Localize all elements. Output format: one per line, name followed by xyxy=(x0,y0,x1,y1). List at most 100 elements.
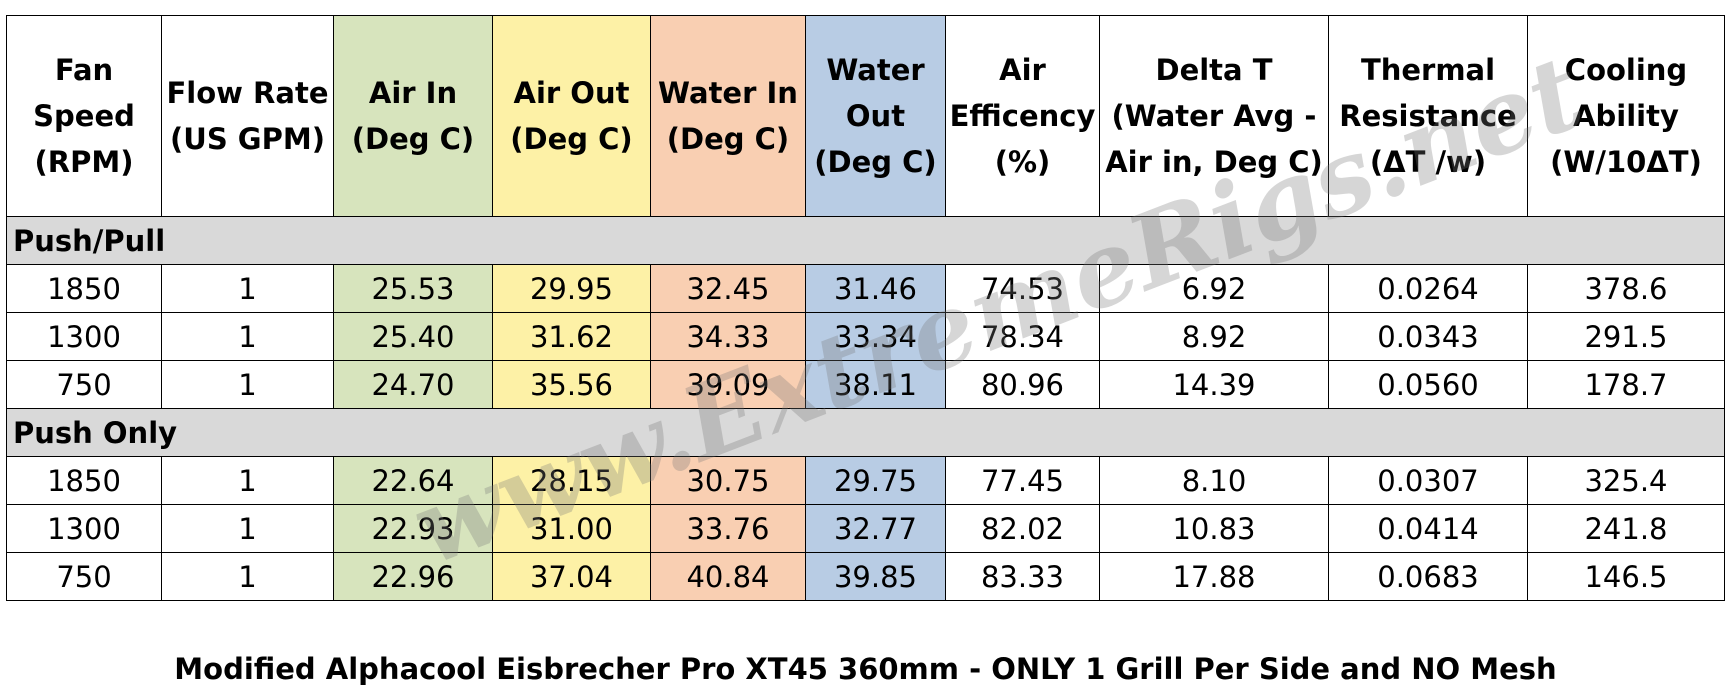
table-cell: 750 xyxy=(6,552,162,601)
table-row: 1300 1 25.40 31.62 34.33 33.34 78.34 8.92 0.0343… xyxy=(6,312,1725,361)
table-cell: 39.09 xyxy=(650,360,806,409)
column-header-line: (%) xyxy=(994,145,1051,179)
table-cell: 325.4 xyxy=(1527,456,1725,505)
table-cell: 10.83 xyxy=(1099,504,1329,553)
table-cell: 40.84 xyxy=(650,552,806,601)
table-cell: 0.0264 xyxy=(1328,264,1528,313)
results-table: Fan Speed (RPM) Flow Rate (US GPM) Air In (Deg… xyxy=(6,15,1725,601)
table-cell: 1850 xyxy=(6,456,162,505)
section-label: Push Only xyxy=(6,408,1725,457)
table-cell: 0.0307 xyxy=(1328,456,1528,505)
column-header-line: (Water Avg - xyxy=(1111,99,1317,133)
table-row: 1850 1 22.64 28.15 30.75 29.75 77.45 8.10 0.0307… xyxy=(6,456,1725,505)
table-cell: 29.75 xyxy=(805,456,946,505)
column-header-line: Air In xyxy=(368,76,458,110)
section-label: Push/Pull xyxy=(6,216,1725,265)
table-cell: 1 xyxy=(161,456,334,505)
table-cell: 750 xyxy=(6,360,162,409)
table-cell: 0.0683 xyxy=(1328,552,1528,601)
table-cell: 31.00 xyxy=(492,504,651,553)
column-header: Delta T (Water Avg - Air in, Deg C) xyxy=(1099,15,1329,217)
column-header: Thermal Resistance (ΔT /w) xyxy=(1328,15,1528,217)
column-header-line: (US GPM) xyxy=(170,122,325,156)
column-header: Fan Speed (RPM) xyxy=(6,15,162,217)
table-cell: 1 xyxy=(161,360,334,409)
column-header: Cooling Ability (W/10ΔT) xyxy=(1527,15,1725,217)
table-row: 1300 1 22.93 31.00 33.76 32.77 82.02 10.83 0.041… xyxy=(6,504,1725,553)
column-header-line: Thermal xyxy=(1360,53,1496,87)
table-cell: 22.93 xyxy=(333,504,493,553)
table-cell: 1850 xyxy=(6,264,162,313)
table-cell: 1 xyxy=(161,264,334,313)
table-cell: 32.77 xyxy=(805,504,946,553)
column-header-line: Delta T xyxy=(1155,53,1273,87)
table-cell: 74.53 xyxy=(945,264,1100,313)
table-cell: 83.33 xyxy=(945,552,1100,601)
column-header-line: (W/10ΔT) xyxy=(1550,145,1702,179)
column-header-line: (Deg C) xyxy=(666,122,790,156)
column-header-line: Water In xyxy=(658,76,798,110)
table-cell: 31.62 xyxy=(492,312,651,361)
table-cell: 8.92 xyxy=(1099,312,1329,361)
column-header-line: Water xyxy=(826,53,925,87)
table-cell: 30.75 xyxy=(650,456,806,505)
table-cell: 178.7 xyxy=(1527,360,1725,409)
table-cell: 35.56 xyxy=(492,360,651,409)
column-header-line: Ability xyxy=(1573,99,1679,133)
table-cell: 25.53 xyxy=(333,264,493,313)
table-cell: 0.0560 xyxy=(1328,360,1528,409)
table-cell: 1 xyxy=(161,312,334,361)
table-caption: Modified Alphacool Eisbrecher Pro XT45 3… xyxy=(174,652,1557,686)
table-cell: 291.5 xyxy=(1527,312,1725,361)
table-cell: 1 xyxy=(161,552,334,601)
column-header-line: (Deg C) xyxy=(814,145,937,179)
table-cell: 33.76 xyxy=(650,504,806,553)
column-header-line: Air Out xyxy=(513,76,630,110)
table-cell: 82.02 xyxy=(945,504,1100,553)
table-cell: 6.92 xyxy=(1099,264,1329,313)
table-row: 750 1 24.70 35.56 39.09 38.11 80.96 14.39 0.0560… xyxy=(6,360,1725,409)
table-cell: 22.64 xyxy=(333,456,493,505)
column-header-line: (Deg C) xyxy=(510,122,633,156)
column-header: Water Out (Deg C) xyxy=(805,15,946,217)
table-cell: 0.0343 xyxy=(1328,312,1528,361)
section-row: Push Only xyxy=(6,408,1725,457)
table-cell: 29.95 xyxy=(492,264,651,313)
table-cell: 241.8 xyxy=(1527,504,1725,553)
table-cell: 0.0414 xyxy=(1328,504,1528,553)
column-header: Air Out (Deg C) xyxy=(492,15,651,217)
column-header: Flow Rate (US GPM) xyxy=(161,15,334,217)
column-header-line: (ΔT /w) xyxy=(1369,145,1487,179)
table-cell: 80.96 xyxy=(945,360,1100,409)
table-cell: 37.04 xyxy=(492,552,651,601)
table-cell: 22.96 xyxy=(333,552,493,601)
table-cell: 32.45 xyxy=(650,264,806,313)
table-cell: 1300 xyxy=(6,504,162,553)
table-cell: 24.70 xyxy=(333,360,493,409)
table-cell: 38.11 xyxy=(805,360,946,409)
table-cell: 1 xyxy=(161,504,334,553)
table-row: 750 1 22.96 37.04 40.84 39.85 83.33 17.88 0.0683… xyxy=(6,552,1725,601)
table-cell: 25.40 xyxy=(333,312,493,361)
table-cell: 77.45 xyxy=(945,456,1100,505)
column-header-line: Out xyxy=(845,99,906,133)
table-cell: 28.15 xyxy=(492,456,651,505)
table-cell: 8.10 xyxy=(1099,456,1329,505)
table-cell: 14.39 xyxy=(1099,360,1329,409)
table-cell: 146.5 xyxy=(1527,552,1725,601)
table-cell: 34.33 xyxy=(650,312,806,361)
column-header: Air In (Deg C) xyxy=(333,15,493,217)
column-header-line: Resistance xyxy=(1339,99,1517,133)
column-header-line: Fan xyxy=(54,53,114,87)
table-cell: 378.6 xyxy=(1527,264,1725,313)
table-cell: 78.34 xyxy=(945,312,1100,361)
column-header-line: Cooling xyxy=(1564,53,1688,87)
column-header-line: (RPM) xyxy=(34,145,134,179)
table-cell: 31.46 xyxy=(805,264,946,313)
column-header: Water In (Deg C) xyxy=(650,15,806,217)
column-header-line: Flow Rate xyxy=(166,76,329,110)
table-cell: 17.88 xyxy=(1099,552,1329,601)
column-header-line: Air in, Deg C) xyxy=(1105,145,1323,179)
header-row: Fan Speed (RPM) Flow Rate (US GPM) Air In (Deg… xyxy=(6,15,1725,217)
section-row: Push/Pull xyxy=(6,216,1725,265)
